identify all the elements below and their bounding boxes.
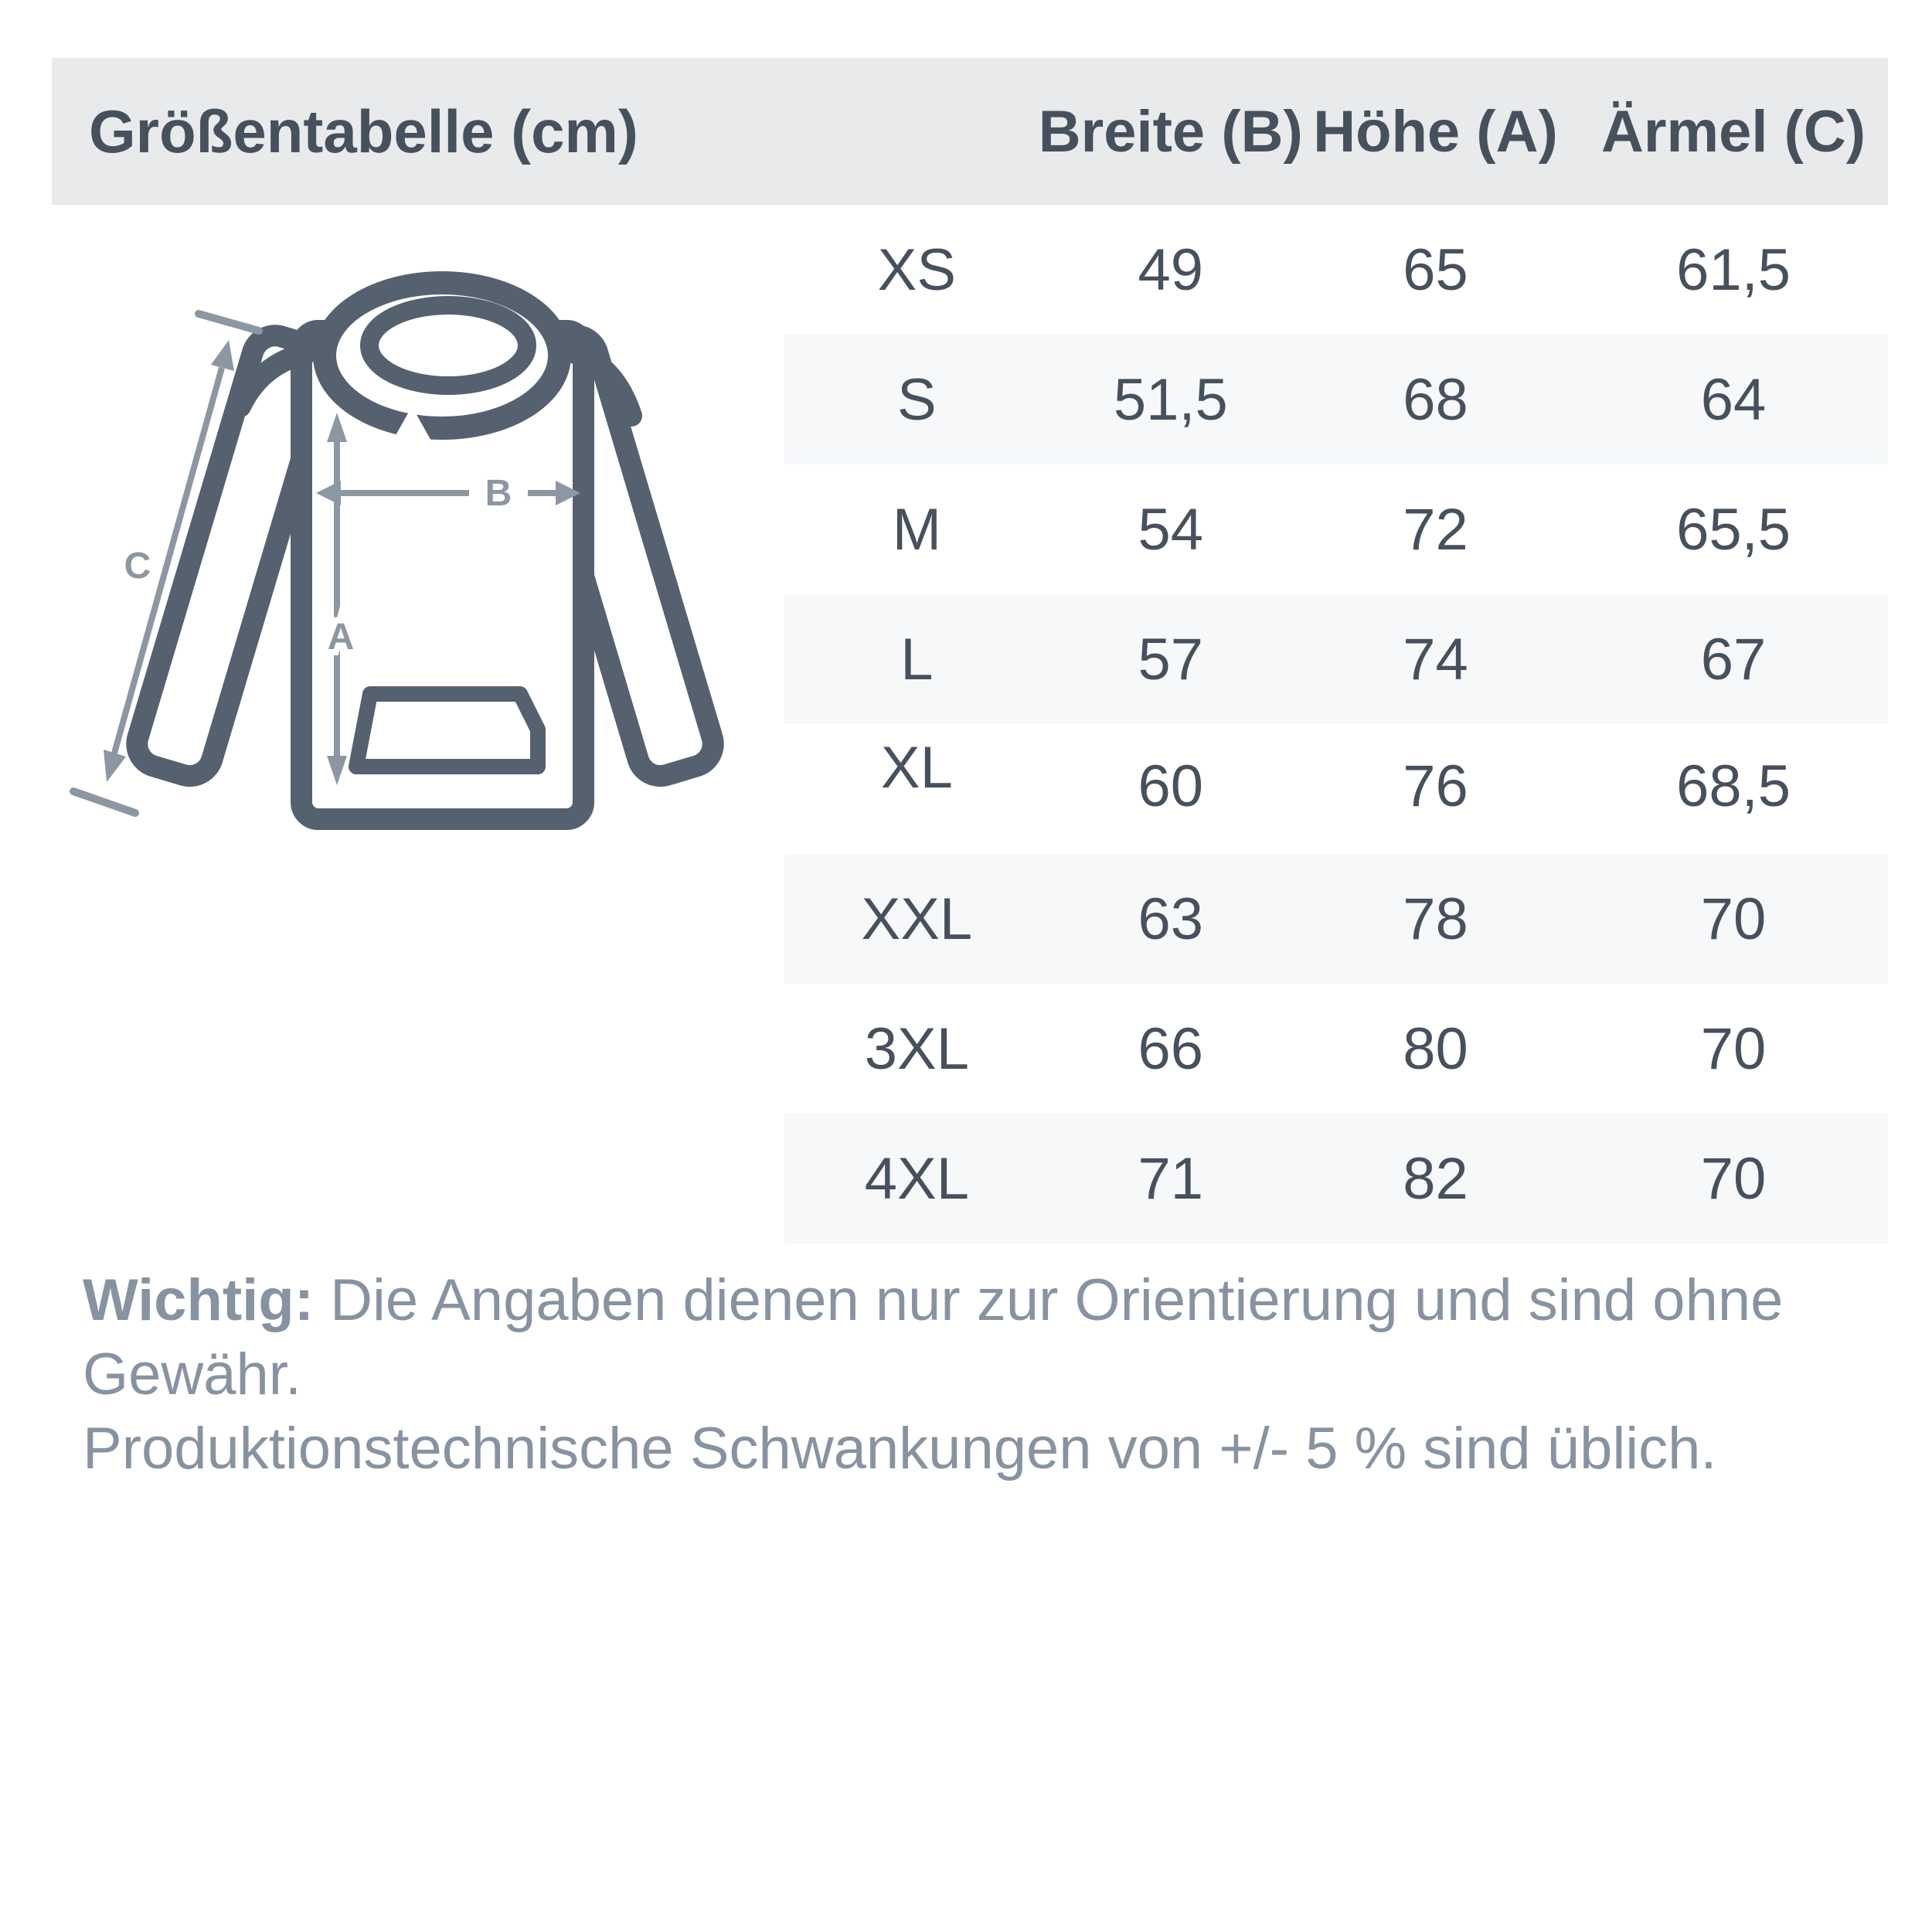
disclaimer-line1: Wichtig: Die Angaben dienen nur zur Orie… xyxy=(83,1267,1783,1407)
aermel-value: 68,5 xyxy=(1676,753,1791,819)
size-label: 3XL xyxy=(864,1015,969,1082)
size-label: L xyxy=(900,626,934,692)
aermel-value: 67 xyxy=(1700,626,1767,692)
column-header-breite: Breite (B) xyxy=(1038,98,1303,165)
hood-chin-notch xyxy=(392,406,432,442)
table-row: XXL 63 78 70 xyxy=(784,854,1888,984)
breite-value: 51,5 xyxy=(1113,366,1228,433)
page-title: Größentabelle (cm) xyxy=(89,97,638,165)
column-header-hoehe: Höhe (A) xyxy=(1313,98,1558,165)
dimension-a-label: A xyxy=(328,617,355,658)
hoodie-pocket xyxy=(349,686,546,774)
disclaimer-note: Wichtig: Die Angaben dienen nur zur Orie… xyxy=(83,1264,1860,1486)
breite-value: 66 xyxy=(1138,1015,1204,1082)
table-row: 4XL 71 82 70 xyxy=(784,1114,1888,1243)
size-label: S xyxy=(897,366,937,433)
disclaimer-emphasis: Wichtig: xyxy=(83,1267,315,1333)
table-row: M 54 72 65,5 xyxy=(784,464,1888,594)
hoehe-value: 82 xyxy=(1403,1145,1468,1212)
breite-value: 60 xyxy=(1138,753,1204,819)
column-header-aermel: Ärmel (C) xyxy=(1601,98,1866,165)
table-row: XS 49 65 61,5 xyxy=(784,205,1888,335)
size-label: M xyxy=(892,496,942,563)
dimension-b-arrow: B xyxy=(316,467,580,520)
aermel-value: 64 xyxy=(1700,366,1767,433)
hoehe-value: 80 xyxy=(1403,1015,1468,1082)
disclaimer-line1-rest: Die Angaben dienen nur zur Orientierung … xyxy=(83,1267,1784,1407)
table-row: L 57 74 67 xyxy=(784,594,1888,724)
table-row: S 51,5 68 64 xyxy=(784,335,1888,464)
breite-value: 57 xyxy=(1138,626,1204,692)
breite-value: 63 xyxy=(1138,886,1204,952)
size-label: XXL xyxy=(861,886,973,952)
disclaimer-line2: Produktionstechnische Schwankungen von +… xyxy=(83,1416,1717,1481)
aermel-value: 70 xyxy=(1700,1145,1767,1212)
aermel-value: 70 xyxy=(1700,1015,1767,1082)
hood-inner-ring xyxy=(360,296,536,395)
dimension-b-label: B xyxy=(485,473,512,514)
hoehe-value: 68 xyxy=(1403,366,1468,433)
size-label: 4XL xyxy=(864,1145,969,1212)
size-label: XL xyxy=(880,734,953,801)
hoehe-value: 74 xyxy=(1403,626,1468,692)
size-label: XS xyxy=(877,236,957,303)
dimension-c-arrow: C xyxy=(70,310,263,817)
column-header-size xyxy=(784,58,1049,205)
table-header-bar: Größentabelle (cm) Breite (B) Höhe (A) Ä… xyxy=(52,58,1888,205)
breite-value: 49 xyxy=(1138,236,1204,303)
aermel-value: 65,5 xyxy=(1676,496,1791,563)
table-row: 3XL 66 80 70 xyxy=(784,984,1888,1114)
aermel-value: 61,5 xyxy=(1676,236,1791,303)
hoodie-icon: A B C xyxy=(70,271,724,830)
hoehe-value: 72 xyxy=(1403,496,1468,563)
table-row: XL 60 76 68,5 xyxy=(784,724,1888,854)
hoodie-measurement-diagram: A B C xyxy=(58,216,792,858)
hoehe-value: 65 xyxy=(1403,236,1468,303)
breite-value: 71 xyxy=(1138,1145,1204,1212)
breite-value: 54 xyxy=(1138,496,1204,563)
column-headers: Breite (B) Höhe (A) Ärmel (C) xyxy=(784,58,1888,205)
dimension-c-label: C xyxy=(124,546,151,587)
hoehe-value: 78 xyxy=(1403,886,1468,952)
hoehe-value: 76 xyxy=(1403,753,1468,819)
aermel-value: 70 xyxy=(1700,886,1767,952)
size-table: XS 49 65 61,5 S 51,5 68 64 M 54 72 65,5 L 57 74 67 XL 60 7… xyxy=(784,205,1888,1243)
